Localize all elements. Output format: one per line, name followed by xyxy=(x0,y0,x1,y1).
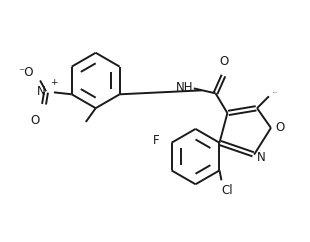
Text: +: + xyxy=(50,78,57,87)
Text: N: N xyxy=(37,85,46,98)
Text: F: F xyxy=(153,134,160,147)
Text: methyl: methyl xyxy=(273,92,278,93)
Text: O: O xyxy=(220,55,229,68)
Text: O: O xyxy=(30,114,40,127)
Text: Cl: Cl xyxy=(221,184,233,197)
Text: O: O xyxy=(275,121,284,134)
Text: N: N xyxy=(257,151,265,164)
Text: NH: NH xyxy=(176,81,194,94)
Text: ⁻O: ⁻O xyxy=(19,66,34,79)
